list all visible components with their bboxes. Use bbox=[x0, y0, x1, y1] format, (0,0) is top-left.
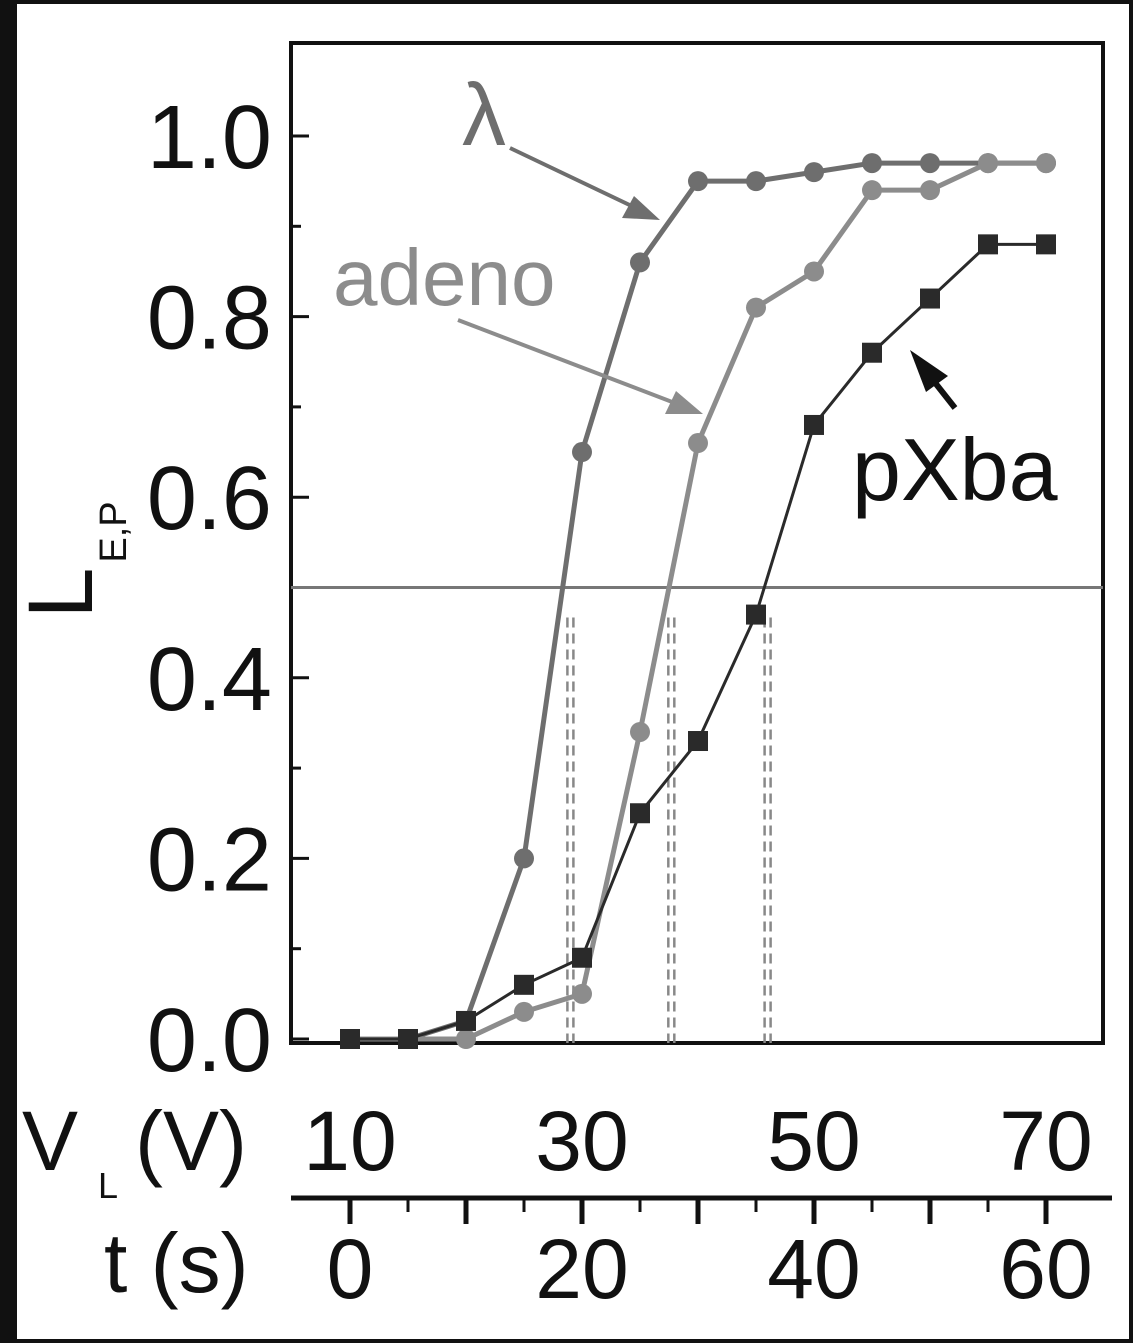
y-axis-label-subscript: E,P bbox=[93, 501, 135, 562]
annotation-lambda-arrowhead bbox=[622, 196, 660, 220]
y-tick-label: 0.2 bbox=[147, 810, 272, 910]
annotation-adeno: adeno bbox=[333, 233, 703, 414]
y-tick-label: 0.4 bbox=[147, 630, 272, 730]
data-point bbox=[630, 803, 650, 824]
time-tick-label: 20 bbox=[535, 1222, 628, 1316]
half-max-lines bbox=[291, 586, 1103, 1043]
y-tick-label: 1.0 bbox=[147, 88, 272, 188]
data-point bbox=[920, 153, 940, 174]
plot-frame bbox=[289, 41, 1105, 1045]
series-layer bbox=[340, 153, 1056, 1049]
annotation-adeno-arrowhead bbox=[665, 391, 703, 414]
annotation-adeno-arrow bbox=[457, 318, 681, 407]
time-tick-label: 0 bbox=[327, 1222, 374, 1316]
data-point bbox=[688, 433, 708, 454]
series-pxba bbox=[340, 234, 1056, 1049]
x-axis-voltage-tick-labels: 10 30 50 70 bbox=[303, 1094, 1092, 1188]
voltage-tick-label: 10 bbox=[303, 1094, 396, 1188]
data-point bbox=[746, 171, 766, 192]
data-point bbox=[978, 153, 998, 174]
x-axis-time-label: t (s) bbox=[104, 1216, 249, 1310]
data-point bbox=[1036, 234, 1056, 255]
data-point bbox=[1036, 153, 1056, 174]
data-point bbox=[340, 1029, 360, 1049]
annotation-lambda: λ bbox=[462, 65, 660, 220]
data-point bbox=[862, 342, 882, 363]
data-point bbox=[920, 288, 940, 309]
data-point bbox=[630, 721, 650, 742]
x-axis-time-ticks bbox=[347, 1198, 1049, 1224]
voltage-tick-label: 50 bbox=[767, 1094, 860, 1188]
data-point bbox=[746, 604, 766, 625]
y-tick-label: 0.8 bbox=[147, 269, 272, 369]
y-axis-ticks bbox=[291, 134, 309, 1041]
data-point bbox=[572, 947, 592, 968]
y-axis-tick-labels: 0.0 0.2 0.4 0.6 0.8 1.0 bbox=[147, 88, 272, 1091]
data-point bbox=[746, 297, 766, 318]
data-point bbox=[572, 983, 592, 1004]
x-axis-time: t (s) 0 20 40 60 bbox=[104, 1195, 1112, 1316]
annotation-pxba: pXba bbox=[852, 350, 1058, 519]
annotation-lambda-arrow bbox=[509, 146, 641, 212]
data-point bbox=[862, 180, 882, 201]
data-point bbox=[804, 414, 824, 435]
time-tick-label: 60 bbox=[999, 1222, 1092, 1316]
data-point bbox=[514, 974, 534, 995]
x-axis-time-tick-labels: 0 20 40 60 bbox=[327, 1222, 1093, 1316]
voltage-tick-label: 30 bbox=[535, 1094, 628, 1188]
x-axis-voltage-label-subscript: L bbox=[98, 1165, 118, 1206]
annotation-pxba-arrowhead bbox=[910, 350, 948, 392]
y-tick-label: 0.0 bbox=[147, 991, 272, 1091]
x-axis-voltage-label-unit: (V) bbox=[135, 1094, 247, 1188]
data-point bbox=[572, 442, 592, 463]
y-axis-label-main: L bbox=[10, 567, 112, 618]
data-point bbox=[514, 848, 534, 869]
annotation-pxba-label: pXba bbox=[852, 420, 1058, 519]
data-point bbox=[456, 1029, 476, 1049]
annotation-lambda-label: λ bbox=[462, 65, 506, 164]
data-point bbox=[804, 162, 824, 183]
y-axis-label: L E,P bbox=[10, 501, 135, 618]
x-axis-voltage: V L (V) 10 30 50 70 bbox=[22, 1094, 1093, 1206]
annotation-adeno-label: adeno bbox=[333, 233, 555, 322]
data-point bbox=[978, 234, 998, 255]
x-axis-voltage-label-main: V bbox=[22, 1094, 78, 1188]
data-point bbox=[456, 1010, 476, 1031]
data-point bbox=[630, 252, 650, 273]
time-tick-label: 40 bbox=[767, 1222, 860, 1316]
data-point bbox=[688, 731, 708, 752]
y-tick-label: 0.6 bbox=[147, 449, 272, 549]
data-point bbox=[398, 1029, 418, 1049]
data-point bbox=[920, 180, 940, 201]
data-point bbox=[804, 261, 824, 282]
data-point bbox=[862, 153, 882, 174]
voltage-tick-label: 70 bbox=[999, 1094, 1092, 1188]
data-point bbox=[688, 171, 708, 192]
data-point bbox=[514, 1001, 534, 1022]
